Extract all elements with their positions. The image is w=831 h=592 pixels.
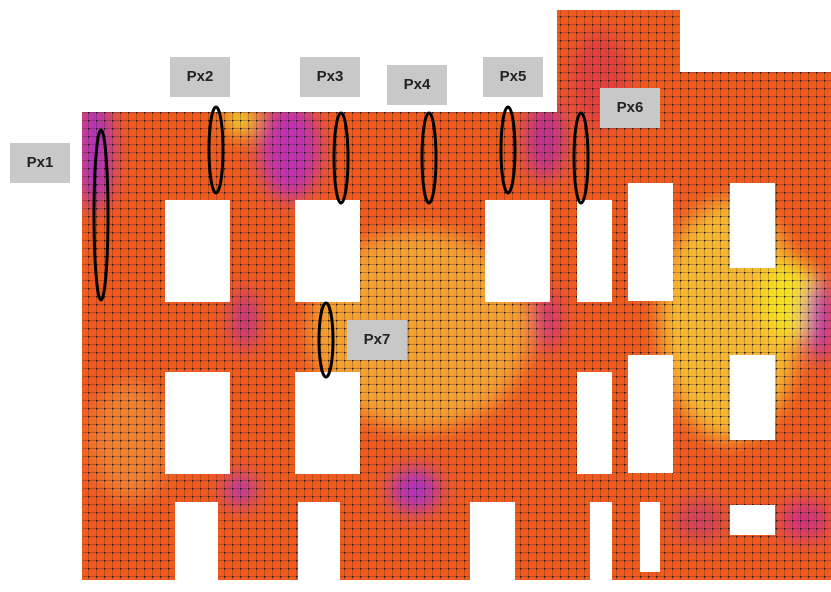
stress-contour-figure: Px1 Px2 Px3 Px4 Px5 Px6 Px7 <box>0 0 831 592</box>
pier-label: Px6 <box>617 99 644 116</box>
pier-label: Px2 <box>187 68 214 85</box>
pier-label: Px5 <box>500 68 527 85</box>
page: {"labels": ["Px1", "Px2", "Px3", "Px4", … <box>0 0 831 592</box>
pier-label: Px1 <box>27 154 54 171</box>
pier-label: Px3 <box>317 68 344 85</box>
pier-label: Px4 <box>404 76 431 93</box>
pier-label: Px7 <box>364 331 391 348</box>
